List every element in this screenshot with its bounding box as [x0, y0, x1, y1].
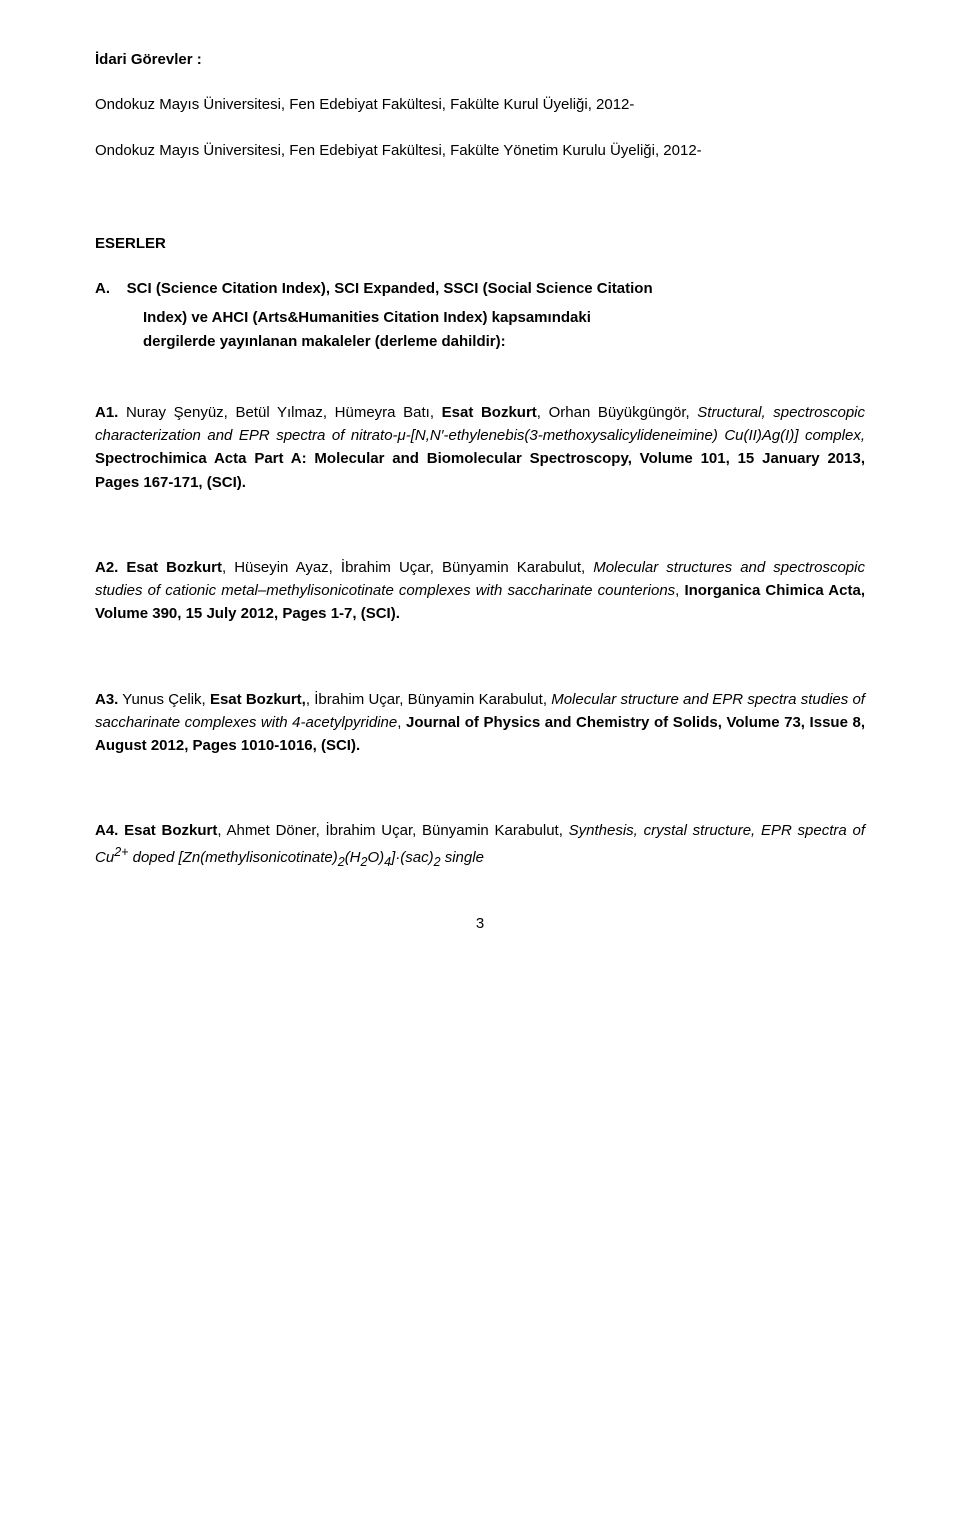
- a4-italic-mid4: ]·(sac): [391, 849, 434, 866]
- a3-author-bold: Esat Bozkurt,: [210, 691, 306, 708]
- sci-heading-line2: Index) ve AHCI (Arts&Humanities Citation…: [95, 306, 865, 329]
- a4-sub4: 2: [434, 855, 441, 869]
- a1-marker: A1.: [95, 404, 118, 421]
- a3-authors-pre: Yunus Çelik,: [118, 691, 210, 708]
- a4-sub1: 2: [338, 855, 345, 869]
- a4-authors-post: , Ahmet Döner, İbrahim Uçar, Bünyamin Ka…: [217, 822, 568, 839]
- a4-italic-mid2: (H: [345, 849, 361, 866]
- entry-a4: A4. Esat Bozkurt, Ahmet Döner, İbrahim U…: [95, 819, 865, 872]
- admin-duties-title: İdari Görevler :: [95, 48, 865, 71]
- admin-duty-2: Ondokuz Mayıs Üniversitesi, Fen Edebiyat…: [95, 139, 865, 162]
- page-number: 3: [95, 912, 865, 935]
- entry-a1: A1. Nuray Şenyüz, Betül Yılmaz, Hümeyra …: [95, 401, 865, 494]
- a4-italic-tail: single: [441, 849, 484, 866]
- a4-sup: 2+: [114, 845, 128, 859]
- admin-duty-1: Ondokuz Mayıs Üniversitesi, Fen Edebiyat…: [95, 93, 865, 116]
- a1-author-bold: Esat Bozkurt: [442, 404, 537, 421]
- a2-authors-post: , Hüseyin Ayaz, İbrahim Uçar, Bünyamin K…: [222, 559, 593, 576]
- a3-authors-post: , İbrahim Uçar, Bünyamin Karabulut,: [306, 691, 551, 708]
- a3-post-italic: ,: [397, 714, 406, 731]
- a4-italic-mid: doped [Zn(methylisonicotinate): [128, 849, 337, 866]
- a3-marker: A3.: [95, 691, 118, 708]
- a4-italic-mid3: O): [367, 849, 384, 866]
- a1-authors-pre: Nuray Şenyüz, Betül Yılmaz, Hümeyra Batı…: [118, 404, 441, 421]
- a2-marker: A2.: [95, 559, 118, 576]
- a1-authors-post: , Orhan Büyükgüngör,: [537, 404, 698, 421]
- eserler-title: ESERLER: [95, 232, 865, 255]
- sci-heading-line1: A. SCI (Science Citation Index), SCI Exp…: [95, 277, 865, 300]
- sci-marker: A.: [95, 280, 110, 297]
- a2-author-bold: Esat Bozkurt: [118, 559, 222, 576]
- entry-a3: A3. Yunus Çelik, Esat Bozkurt,, İbrahim …: [95, 688, 865, 758]
- a1-journal: Spectrochimica Acta Part A: Molecular an…: [95, 450, 865, 490]
- a4-marker: A4.: [95, 822, 118, 839]
- entry-a2: A2. Esat Bozkurt, Hüseyin Ayaz, İbrahim …: [95, 556, 865, 626]
- sci-text-1: SCI (Science Citation Index), SCI Expand…: [127, 280, 653, 297]
- a4-author-bold: Esat Bozkurt: [118, 822, 217, 839]
- sci-heading-line3: dergilerde yayınlanan makaleler (derleme…: [95, 330, 865, 353]
